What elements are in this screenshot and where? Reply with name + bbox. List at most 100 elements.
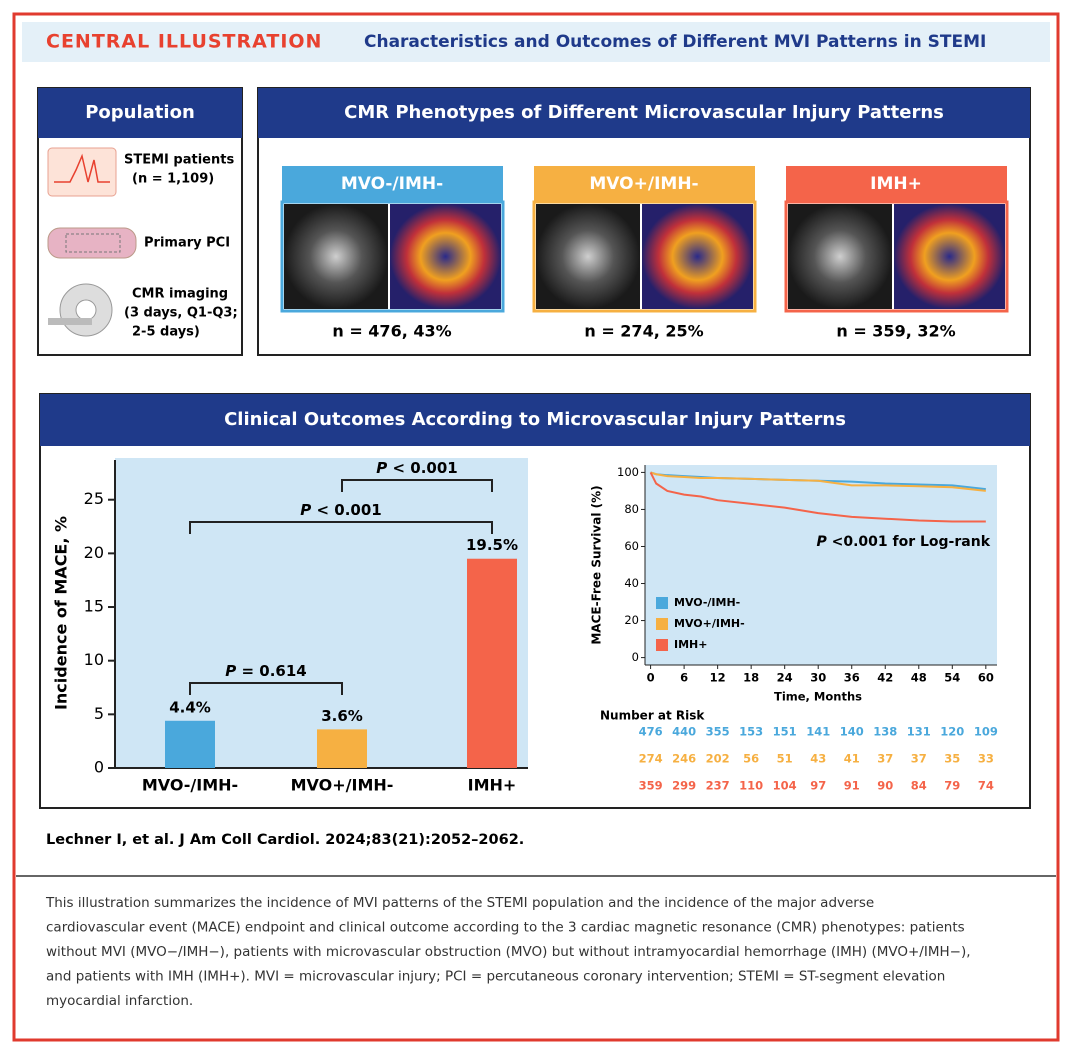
population-title: Population xyxy=(85,102,195,123)
risk-count: 120 xyxy=(940,725,964,739)
y-tick-label: 80 xyxy=(624,502,639,516)
risk-count: 37 xyxy=(877,752,893,766)
x-tick-label: 30 xyxy=(810,671,826,685)
map-image xyxy=(642,204,753,309)
risk-count: 202 xyxy=(706,752,730,766)
population-item: (3 days, Q1-Q3; xyxy=(124,306,238,321)
x-tick-label: 18 xyxy=(743,671,759,685)
population-item: CMR imaging xyxy=(132,287,228,302)
bar xyxy=(467,558,517,768)
survival-curve xyxy=(649,471,986,523)
risk-count: 84 xyxy=(911,779,927,793)
caption-line: cardiovascular event (MACE) endpoint and… xyxy=(46,920,965,936)
risk-count: 37 xyxy=(911,752,927,766)
legend-swatch xyxy=(656,618,668,630)
risk-count: 110 xyxy=(739,779,763,793)
caption-line: and patients with IMH (IMH+). MVI = micr… xyxy=(46,969,945,985)
y-tick-label: 25 xyxy=(84,489,104,508)
scanner-bore xyxy=(75,299,97,321)
risk-count: 33 xyxy=(978,752,994,766)
header-band xyxy=(22,22,1050,62)
risk-count: 151 xyxy=(773,725,797,739)
image-frame xyxy=(784,200,1009,313)
value-label: 19.5% xyxy=(466,536,518,554)
group-name: MVO+/IMH- xyxy=(589,174,698,194)
risk-count: 109 xyxy=(974,725,998,739)
risk-count: 104 xyxy=(773,779,797,793)
y-tick-label: 5 xyxy=(94,704,104,723)
bar-plot-area xyxy=(115,458,528,768)
value-label: 4.4% xyxy=(169,698,211,716)
risk-count: 138 xyxy=(873,725,897,739)
y-tick-label: 20 xyxy=(624,613,639,627)
legend-label: MVO-/IMH- xyxy=(674,596,740,609)
log-rank-annotation: P <0.001 for Log-rank xyxy=(816,534,990,550)
risk-count: 131 xyxy=(907,725,931,739)
risk-count: 74 xyxy=(978,779,994,793)
risk-count: 90 xyxy=(877,779,893,793)
header-title: Characteristics and Outcomes of Differen… xyxy=(364,32,986,52)
risk-count: 56 xyxy=(743,752,759,766)
p-value: P < 0.001 xyxy=(376,459,457,477)
y-tick-label: 40 xyxy=(624,576,639,590)
phenotype-title-bar xyxy=(258,88,1030,138)
risk-count: 35 xyxy=(944,752,960,766)
x-tick-label: 0 xyxy=(647,671,655,685)
population-item: STEMI patients xyxy=(124,153,234,168)
y-tick-label: 100 xyxy=(617,465,639,479)
outcomes-title-bar xyxy=(40,394,1030,446)
risk-count: 97 xyxy=(810,779,826,793)
legend-label: IMH+ xyxy=(674,638,707,651)
risk-count: 299 xyxy=(672,779,696,793)
group-header xyxy=(534,166,755,202)
bar xyxy=(165,720,215,768)
group-header xyxy=(786,166,1007,202)
legend-swatch xyxy=(656,639,668,651)
group-count: n = 274, 25% xyxy=(584,322,703,341)
value-label: 3.6% xyxy=(321,707,363,725)
x-tick-label: 24 xyxy=(777,671,793,685)
y-tick-label: 10 xyxy=(84,650,104,669)
y-tick-label: 60 xyxy=(624,539,639,553)
phenotype-title: CMR Phenotypes of Different Microvascula… xyxy=(344,102,944,123)
x-tick-label: 12 xyxy=(710,671,726,685)
x-tick-label: 54 xyxy=(944,671,960,685)
caption-line: myocardial infarction. xyxy=(46,993,193,1009)
caption-line: without MVI (MVO−/IMH−), patients with m… xyxy=(46,944,971,960)
risk-count: 274 xyxy=(639,752,663,766)
risk-count: 237 xyxy=(706,779,730,793)
caption-line: This illustration summarizes the inciden… xyxy=(45,895,874,911)
risk-count: 355 xyxy=(706,725,730,739)
group-name: IMH+ xyxy=(870,174,922,194)
risk-count: 359 xyxy=(639,779,663,793)
risk-count: 476 xyxy=(639,725,663,739)
group-count: n = 476, 43% xyxy=(332,322,451,341)
survival-curve xyxy=(650,471,986,492)
risk-count: 246 xyxy=(672,752,696,766)
x-tick-label: MVO-/IMH- xyxy=(142,776,238,795)
risk-count: 91 xyxy=(844,779,860,793)
x-tick-label: 36 xyxy=(844,671,860,685)
risk-count: 141 xyxy=(806,725,830,739)
risk-count: 153 xyxy=(739,725,763,739)
citation: Lechner I, et al. J Am Coll Cardiol. 202… xyxy=(46,832,524,848)
group-header xyxy=(282,166,503,202)
legend-swatch xyxy=(656,597,668,609)
group-count: n = 359, 32% xyxy=(836,322,955,341)
x-tick-label: 48 xyxy=(911,671,927,685)
x-tick-label: 42 xyxy=(877,671,893,685)
risk-count: 51 xyxy=(777,752,793,766)
p-value: P < 0.001 xyxy=(300,501,381,519)
y-axis-label: Incidence of MACE, % xyxy=(52,516,71,710)
image-frame xyxy=(280,200,505,313)
group-name: MVO-/IMH- xyxy=(341,174,443,194)
stent-mesh xyxy=(65,233,121,253)
legend-label: MVO+/IMH- xyxy=(674,617,745,630)
mri-image xyxy=(788,204,892,309)
scanner-table xyxy=(48,318,92,325)
risk-count: 41 xyxy=(844,752,860,766)
x-tick-label: 6 xyxy=(680,671,688,685)
risk-count: 43 xyxy=(810,752,826,766)
